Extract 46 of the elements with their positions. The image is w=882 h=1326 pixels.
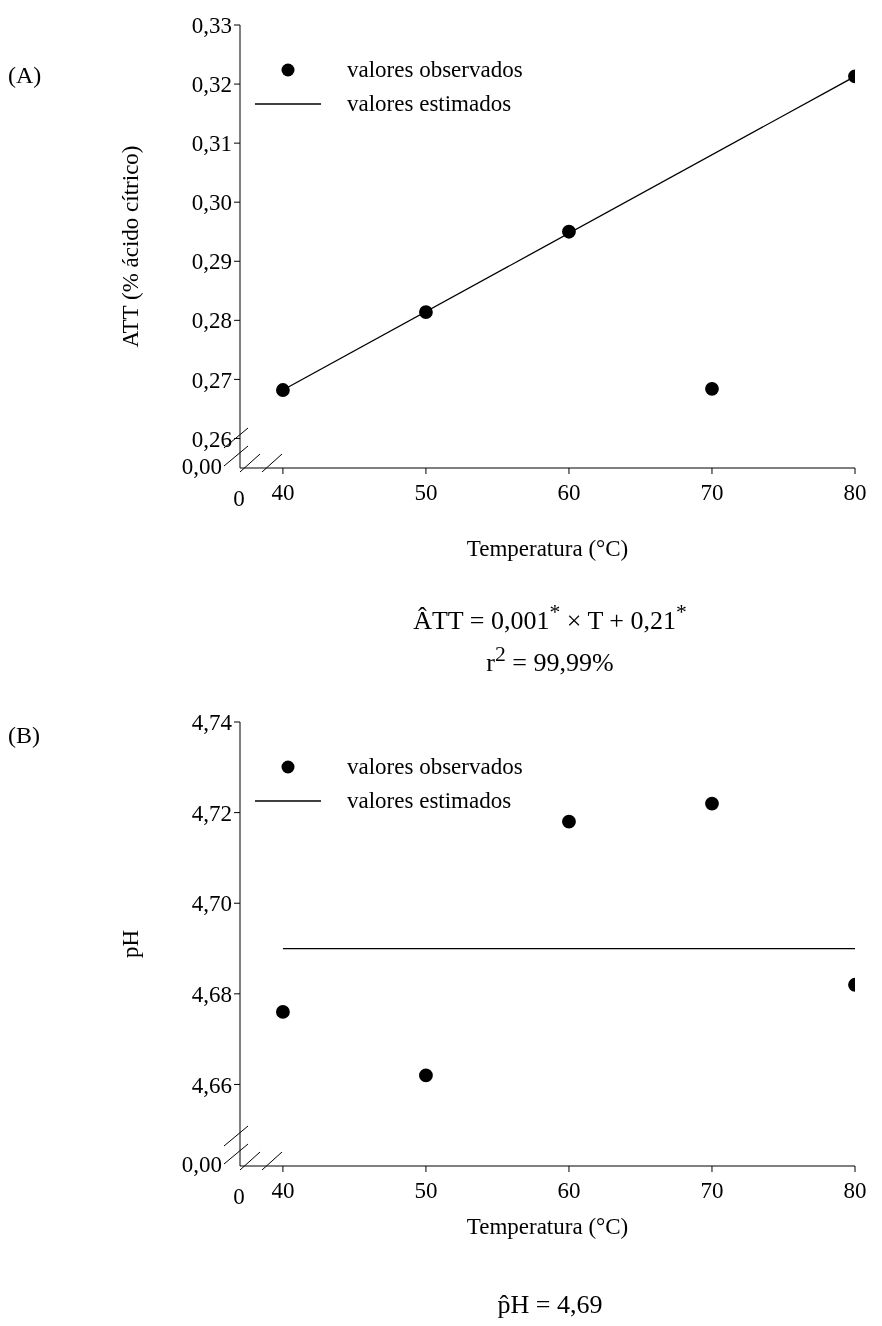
y-tick-label: 4,74: [191, 710, 233, 736]
text: 0: [219, 1184, 259, 1210]
y-axis-title: pH: [118, 929, 144, 959]
y-tick-label: 0,29: [191, 249, 232, 275]
y-tick-label: 0,31: [191, 131, 232, 157]
x-tick-label: 80: [843, 1178, 867, 1204]
x-tick-label: 70: [700, 1178, 724, 1204]
point: [705, 381, 719, 396]
point: [276, 383, 290, 397]
x-axis-title: Temperatura (°C): [466, 1214, 629, 1239]
x-axis-title: Temperatura (°C): [466, 536, 629, 561]
x-tick-label: 60: [557, 480, 581, 506]
legend-label: valores estimados: [347, 90, 512, 118]
legend-label: valores observados: [347, 753, 523, 781]
y-tick-label: 0,33: [191, 13, 232, 39]
y-tick-label: 0,30: [191, 190, 232, 216]
y-tick-label: 4,72: [191, 800, 232, 826]
x-tick-label: 80: [843, 480, 867, 506]
x-tick-label: 70: [700, 480, 724, 506]
x-tick-label: 40: [271, 480, 295, 506]
point: [419, 1068, 433, 1083]
x-tick-label: 60: [557, 1178, 581, 1204]
text: (A): [8, 62, 68, 89]
text: p̂H = 4,69: [300, 1290, 800, 1320]
y-tick-label: 4,68: [191, 982, 232, 1007]
text: ÂTT = 0,001$^{*}$ × T + 0,21$^{*}$: [300, 600, 800, 636]
legend-label: valores observados: [347, 56, 523, 84]
x-tick-label: 50: [414, 480, 438, 506]
text: 0: [219, 486, 259, 512]
text: r$^{2}$ = 99,99%: [300, 642, 800, 678]
y-axis-title: ATT (% ácido cítrico): [118, 145, 144, 348]
text: 0,00: [140, 454, 222, 480]
y-tick-label: 0,28: [191, 308, 232, 334]
text: 0,00: [140, 1152, 222, 1178]
point: [562, 814, 576, 829]
point: [276, 1005, 290, 1019]
y-tick-label: 0,32: [191, 72, 232, 98]
y-tick-label: 4,70: [191, 891, 232, 917]
y-tick-label: 0,26: [191, 426, 232, 452]
y-tick-label: 4,66: [191, 1072, 232, 1098]
point: [705, 796, 719, 811]
x-tick-label: 50: [414, 1178, 438, 1204]
legend-label: valores estimados: [347, 787, 512, 815]
text: (B): [8, 722, 68, 749]
x-tick-label: 40: [271, 1178, 295, 1204]
y-tick-label: 0,27: [191, 367, 232, 393]
